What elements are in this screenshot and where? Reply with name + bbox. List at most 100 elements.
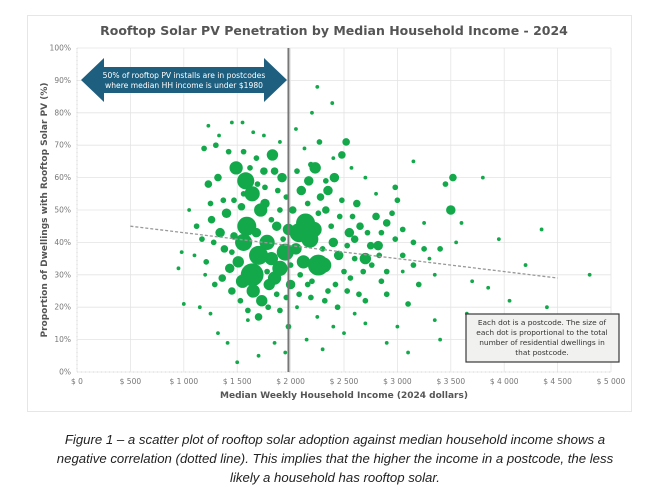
data-point xyxy=(366,241,375,250)
data-point xyxy=(480,175,485,180)
data-point xyxy=(454,240,459,245)
data-point xyxy=(215,227,225,238)
data-point xyxy=(344,227,355,238)
data-point xyxy=(296,185,307,196)
data-point xyxy=(389,210,395,217)
data-point xyxy=(323,185,333,196)
data-point xyxy=(432,272,437,277)
data-point xyxy=(336,213,343,220)
data-point xyxy=(342,138,350,146)
data-point xyxy=(290,243,302,255)
note-box xyxy=(465,313,620,363)
data-point xyxy=(262,184,268,191)
data-point xyxy=(187,208,192,212)
data-point xyxy=(229,249,235,255)
data-point xyxy=(277,207,283,213)
y-tick-label: 100% xyxy=(50,44,71,53)
x-tick-label: $ 3 500 xyxy=(436,377,465,386)
trendline xyxy=(130,225,558,279)
data-point xyxy=(304,200,311,207)
y-tick-label: 10% xyxy=(54,335,71,344)
data-point xyxy=(372,212,380,221)
data-point xyxy=(244,186,260,202)
data-point xyxy=(316,257,332,273)
y-tick-label: 60% xyxy=(54,173,71,182)
data-point xyxy=(360,268,367,275)
data-point xyxy=(332,281,339,288)
x-tick-label: $ 500 xyxy=(120,377,142,386)
data-point xyxy=(203,272,208,277)
note-line-4: that postcode. xyxy=(515,348,569,357)
data-point xyxy=(437,246,443,252)
data-point xyxy=(344,288,351,294)
data-point xyxy=(266,149,279,161)
data-point xyxy=(309,278,315,285)
data-point xyxy=(427,256,432,261)
note-line-1: Each dot is a postcode. The size of xyxy=(478,318,607,327)
data-point xyxy=(237,297,244,304)
data-point xyxy=(210,239,217,246)
data-point xyxy=(315,315,320,319)
caption-line-1: Figure 1 – a scatter plot of rooftop sol… xyxy=(64,432,606,447)
data-point xyxy=(347,275,354,281)
y-tick-label: 20% xyxy=(54,303,71,312)
data-point xyxy=(193,223,200,230)
arrow-text-line-2: where median HH income is under $1980 xyxy=(105,81,263,90)
data-point xyxy=(368,262,375,268)
y-tick-label: 0% xyxy=(59,368,71,377)
data-point xyxy=(321,297,328,304)
data-point xyxy=(363,175,368,180)
data-point xyxy=(237,172,255,190)
data-point xyxy=(459,221,464,225)
figure-caption: Figure 1 – a scatter plot of rooftop sol… xyxy=(20,430,650,487)
data-point xyxy=(470,279,475,284)
data-point xyxy=(235,274,250,288)
data-point xyxy=(247,165,253,171)
y-tick-label: 40% xyxy=(54,238,71,247)
data-point xyxy=(297,271,304,278)
data-point xyxy=(251,130,256,135)
data-point xyxy=(294,168,300,174)
caption-line-3: likely a household has rooftop solar. xyxy=(230,470,440,485)
data-point xyxy=(315,210,322,217)
data-point xyxy=(438,337,443,342)
data-point xyxy=(334,304,341,311)
data-point xyxy=(400,269,405,274)
data-point xyxy=(285,279,296,290)
data-point xyxy=(272,340,277,345)
data-point xyxy=(211,281,218,288)
x-axis-label: Median Weekly Household Income (2024 dol… xyxy=(220,391,468,401)
data-point xyxy=(382,219,391,227)
x-tick-label: $ 1 000 xyxy=(169,377,198,386)
data-point xyxy=(220,245,229,253)
data-point xyxy=(432,318,437,323)
data-point xyxy=(587,272,592,277)
data-point xyxy=(206,123,211,128)
data-point xyxy=(277,307,283,314)
data-point xyxy=(208,311,213,316)
data-point xyxy=(374,191,378,196)
data-point xyxy=(310,110,314,115)
chart-title: Rooftop Solar PV Penetration by Median H… xyxy=(100,23,568,38)
data-point xyxy=(201,145,207,152)
data-point xyxy=(197,305,202,310)
data-point xyxy=(249,245,269,265)
note-line-3: number of residential dwellings in xyxy=(479,338,605,347)
data-point xyxy=(395,324,400,329)
data-point xyxy=(181,302,186,306)
data-point xyxy=(262,133,266,138)
data-point xyxy=(349,165,354,170)
y-tick-label: 80% xyxy=(54,108,71,117)
data-point xyxy=(394,197,401,204)
data-point xyxy=(229,120,234,125)
data-point xyxy=(359,252,372,265)
data-point xyxy=(442,181,449,187)
data-point xyxy=(523,263,528,267)
data-point xyxy=(245,318,250,323)
y-axis-label: Proportion of Dwellings with Rooftop Sol… xyxy=(40,83,50,338)
data-point xyxy=(220,197,227,204)
data-point xyxy=(376,252,383,259)
data-point xyxy=(224,263,235,274)
data-point xyxy=(392,236,399,243)
data-point xyxy=(270,167,279,175)
